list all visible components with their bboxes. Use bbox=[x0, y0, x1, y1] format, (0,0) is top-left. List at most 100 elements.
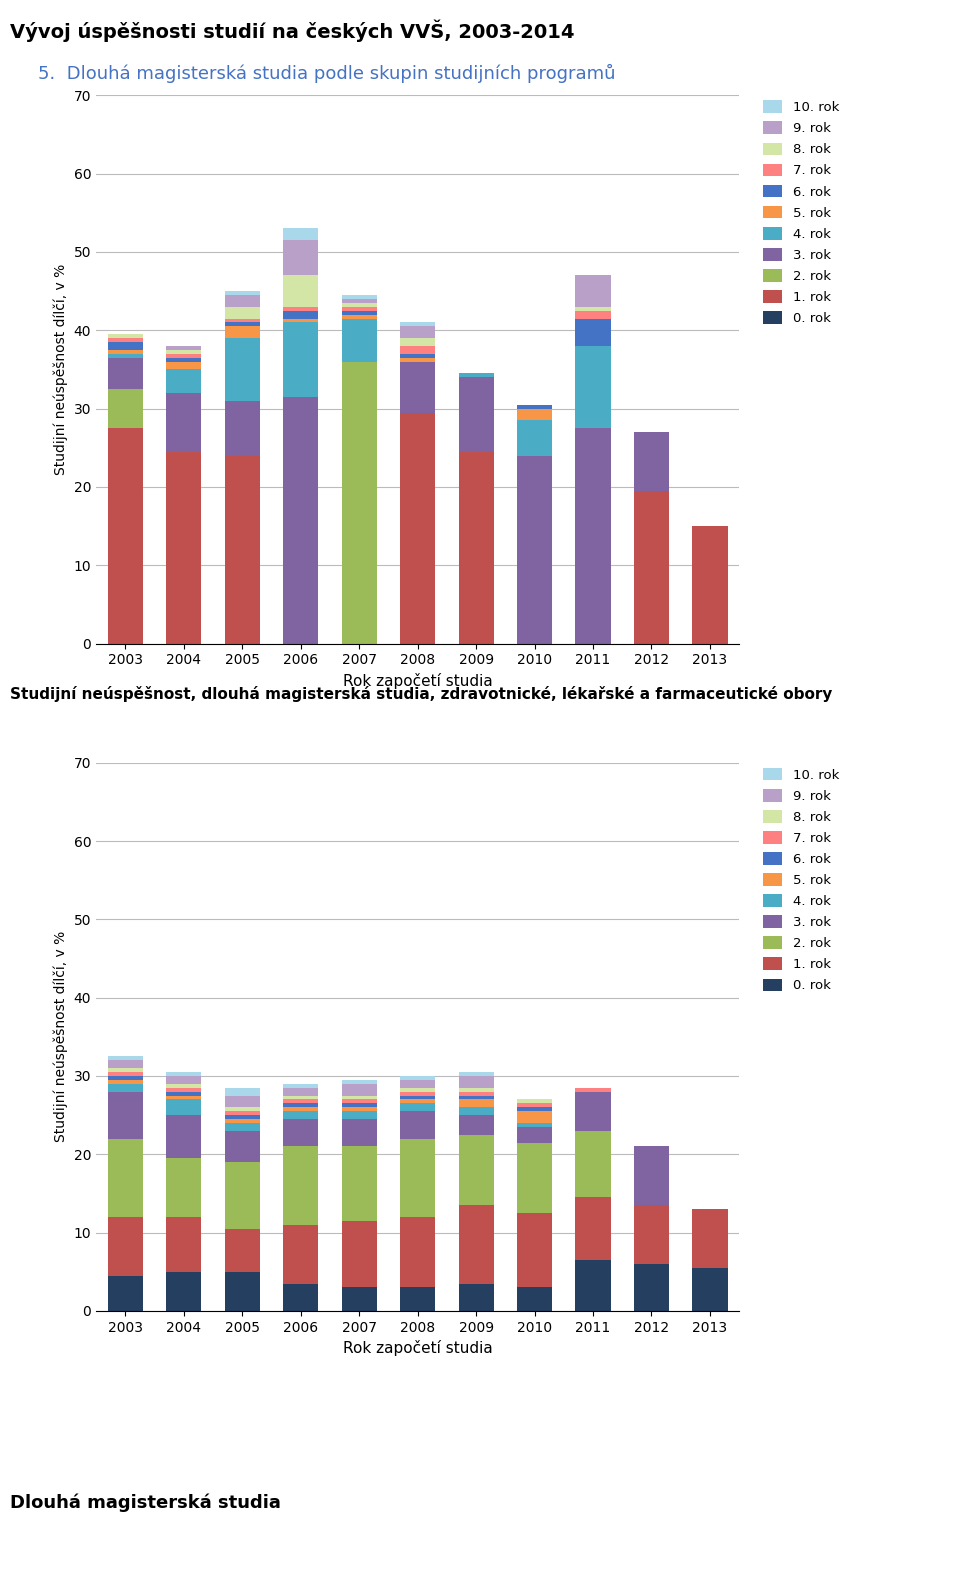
Text: Vývoj úspěšnosti studií na českých VVŠ, 2003-2014: Vývoj úspěšnosti studií na českých VVŠ, … bbox=[10, 19, 574, 41]
Bar bbox=[517, 1103, 552, 1108]
Bar bbox=[517, 1123, 552, 1127]
Bar bbox=[459, 1088, 493, 1092]
Bar bbox=[459, 373, 493, 377]
Bar bbox=[225, 323, 260, 326]
Text: 5.  Dlouhá magisterská studia podle skupin studijních programů: 5. Dlouhá magisterská studia podle skupi… bbox=[38, 64, 616, 83]
Bar bbox=[400, 326, 435, 338]
Bar bbox=[575, 311, 611, 318]
Bar bbox=[459, 1073, 493, 1076]
Bar bbox=[108, 358, 143, 389]
Bar bbox=[517, 1142, 552, 1212]
Bar bbox=[225, 318, 260, 323]
Bar bbox=[225, 296, 260, 307]
Bar bbox=[166, 451, 202, 644]
Bar bbox=[342, 1084, 376, 1095]
Bar bbox=[400, 1103, 435, 1111]
Bar bbox=[517, 408, 552, 421]
Bar bbox=[634, 432, 669, 491]
Bar bbox=[283, 1119, 318, 1147]
Bar bbox=[400, 1217, 435, 1287]
Bar bbox=[283, 1084, 318, 1088]
Bar bbox=[575, 1198, 611, 1260]
Bar bbox=[225, 338, 260, 400]
Bar bbox=[225, 1115, 260, 1119]
Bar bbox=[517, 456, 552, 644]
Bar bbox=[342, 1287, 376, 1311]
Bar bbox=[283, 1100, 318, 1103]
Bar bbox=[692, 1209, 728, 1268]
Bar bbox=[342, 296, 376, 299]
Bar bbox=[225, 1131, 260, 1162]
Bar bbox=[459, 1115, 493, 1135]
Bar bbox=[459, 1284, 493, 1311]
Bar bbox=[342, 299, 376, 303]
Bar bbox=[166, 358, 202, 362]
Bar bbox=[166, 1100, 202, 1115]
Bar bbox=[108, 338, 143, 342]
Bar bbox=[517, 1108, 552, 1111]
Bar bbox=[283, 1088, 318, 1095]
Bar bbox=[166, 370, 202, 392]
Bar bbox=[108, 1057, 143, 1060]
Bar bbox=[575, 318, 611, 346]
Bar bbox=[166, 1092, 202, 1095]
Bar bbox=[225, 456, 260, 644]
Bar bbox=[283, 318, 318, 323]
Bar bbox=[108, 1276, 143, 1311]
Bar bbox=[517, 405, 552, 408]
Bar bbox=[283, 307, 318, 311]
Bar bbox=[225, 1228, 260, 1271]
Text: Studijní neúspěšnost, dlouhá magisterská studia, zdravotnické, lékařské a farmac: Studijní neúspěšnost, dlouhá magisterská… bbox=[10, 686, 832, 702]
Bar bbox=[342, 1100, 376, 1103]
Bar bbox=[459, 1076, 493, 1088]
Bar bbox=[517, 1100, 552, 1103]
Bar bbox=[342, 1119, 376, 1147]
Bar bbox=[283, 1111, 318, 1119]
Bar bbox=[108, 342, 143, 350]
Bar bbox=[108, 427, 143, 644]
Bar bbox=[283, 323, 318, 397]
Bar bbox=[166, 346, 202, 350]
Bar bbox=[108, 1139, 143, 1217]
Bar bbox=[400, 1095, 435, 1100]
Bar bbox=[166, 1217, 202, 1271]
Bar bbox=[283, 1095, 318, 1100]
Bar bbox=[166, 354, 202, 358]
Bar bbox=[283, 275, 318, 307]
Bar bbox=[342, 311, 376, 315]
Bar bbox=[459, 1135, 493, 1204]
Bar bbox=[225, 326, 260, 338]
Bar bbox=[400, 1092, 435, 1095]
Bar bbox=[225, 1123, 260, 1131]
Bar bbox=[108, 1217, 143, 1276]
Bar bbox=[342, 318, 376, 362]
Bar bbox=[459, 1108, 493, 1115]
Bar bbox=[692, 1268, 728, 1311]
Bar bbox=[166, 362, 202, 370]
Bar bbox=[459, 377, 493, 451]
Bar bbox=[342, 362, 376, 644]
Bar bbox=[108, 334, 143, 338]
Bar bbox=[575, 1131, 611, 1198]
Bar bbox=[575, 1088, 611, 1092]
Legend: 10. rok, 9. rok, 8. rok, 7. rok, 6. rok, 5. rok, 4. rok, 3. rok, 2. rok, 1. rok,: 10. rok, 9. rok, 8. rok, 7. rok, 6. rok,… bbox=[758, 764, 843, 996]
Bar bbox=[342, 1095, 376, 1100]
Bar bbox=[400, 1076, 435, 1081]
Bar bbox=[575, 346, 611, 427]
Bar bbox=[692, 526, 728, 644]
Bar bbox=[283, 240, 318, 275]
Bar bbox=[400, 358, 435, 362]
Bar bbox=[400, 1287, 435, 1311]
Bar bbox=[108, 1068, 143, 1073]
Bar bbox=[225, 1119, 260, 1123]
Bar bbox=[283, 397, 318, 644]
Bar bbox=[400, 346, 435, 354]
Bar bbox=[459, 1092, 493, 1095]
Bar bbox=[459, 1100, 493, 1108]
Y-axis label: Studijní neúspěšnost dílčí, v %: Studijní neúspěšnost dílčí, v % bbox=[54, 931, 68, 1142]
Bar bbox=[225, 400, 260, 456]
Bar bbox=[166, 1084, 202, 1088]
Bar bbox=[459, 1095, 493, 1100]
Bar bbox=[575, 275, 611, 307]
Bar bbox=[108, 350, 143, 354]
